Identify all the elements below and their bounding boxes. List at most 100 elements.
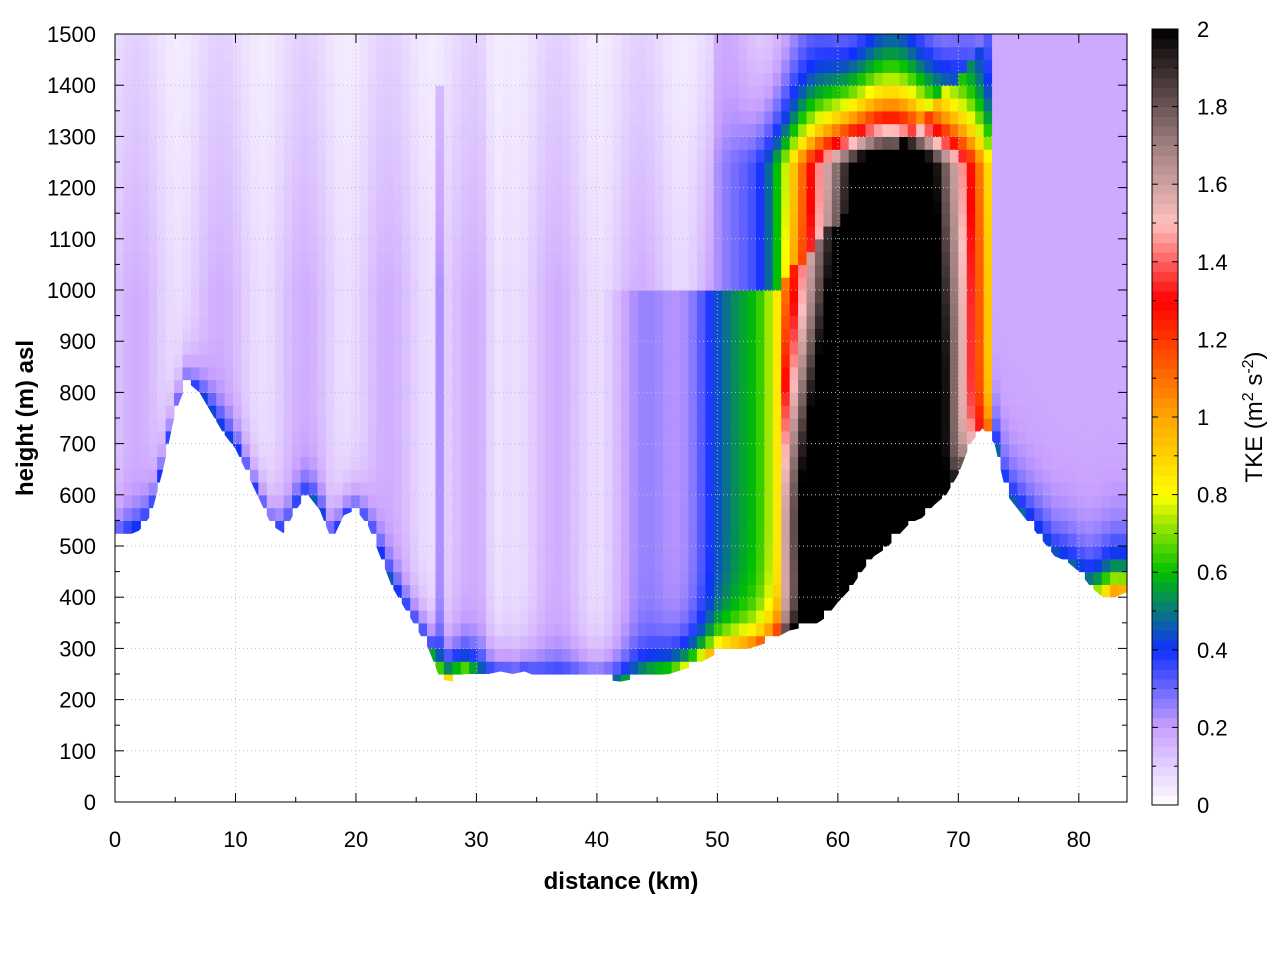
tke-cell xyxy=(351,174,361,189)
tke-cell xyxy=(680,661,690,675)
tke-cell xyxy=(494,46,504,61)
tke-cell xyxy=(443,187,453,201)
tke-cell xyxy=(823,110,833,125)
tke-cell xyxy=(477,443,487,457)
tke-cell xyxy=(941,200,951,214)
tke-cell xyxy=(595,392,605,406)
tke-cell xyxy=(325,290,335,304)
tke-cell xyxy=(654,571,664,585)
tke-cell xyxy=(730,533,740,547)
tke-cell xyxy=(1025,456,1035,470)
tke-cell xyxy=(814,174,824,189)
tke-cell xyxy=(907,341,917,355)
tke-cell xyxy=(359,46,369,61)
tke-cell xyxy=(393,354,403,368)
tke-cell xyxy=(131,379,141,393)
tke-cell xyxy=(789,392,799,406)
tke-cell xyxy=(342,405,352,419)
tke-cell xyxy=(604,622,614,637)
tke-cell xyxy=(1067,405,1077,419)
tke-cell xyxy=(722,635,732,649)
tke-cell xyxy=(359,366,369,381)
tke-cell xyxy=(249,162,259,176)
tke-cell xyxy=(696,610,706,624)
tke-cell xyxy=(123,430,133,445)
tke-cell xyxy=(621,366,631,381)
tke-cell xyxy=(207,72,217,86)
tke-cell xyxy=(249,200,259,214)
tke-cell xyxy=(536,200,546,214)
tke-cell xyxy=(545,328,555,342)
tke-cell xyxy=(435,584,445,598)
tke-cell xyxy=(1017,430,1027,445)
tke-cell xyxy=(570,520,580,534)
tke-cell xyxy=(688,264,698,278)
tke-cell xyxy=(941,174,951,189)
tke-cell xyxy=(831,366,841,381)
tke-cell xyxy=(368,341,378,355)
tke-cell xyxy=(874,520,884,534)
tke-cell xyxy=(621,110,631,125)
tke-cell xyxy=(1084,34,1094,48)
tke-cell xyxy=(410,187,420,201)
tke-cell xyxy=(233,123,243,137)
tke-cell xyxy=(1034,136,1044,150)
tke-cell xyxy=(680,430,690,445)
tke-cell xyxy=(789,315,799,329)
tke-cell xyxy=(249,418,259,432)
tke-cell xyxy=(1034,494,1044,509)
tke-cell xyxy=(722,226,732,240)
tke-cell xyxy=(148,328,158,342)
tke-cell xyxy=(1017,72,1027,86)
tke-cell xyxy=(494,405,504,419)
tke-cell xyxy=(857,123,867,137)
tke-cell xyxy=(595,648,605,662)
tke-cell xyxy=(789,85,799,99)
tke-cell xyxy=(874,533,884,547)
tke-cell xyxy=(882,136,892,150)
tke-cell xyxy=(1059,200,1069,214)
tke-cell xyxy=(1051,456,1061,470)
tke-cell xyxy=(486,571,496,585)
tke-cell xyxy=(941,226,951,240)
tke-cell xyxy=(663,405,673,419)
tke-cell xyxy=(536,85,546,99)
tke-cell xyxy=(637,238,647,253)
tke-cell xyxy=(747,558,757,573)
tke-cell xyxy=(629,251,639,265)
tke-cell xyxy=(814,520,824,534)
tke-cell xyxy=(874,213,884,227)
tke-cell xyxy=(680,59,690,73)
tke-cell xyxy=(410,264,420,278)
tke-cell xyxy=(1076,430,1086,445)
tke-cell xyxy=(688,366,698,381)
tke-cell xyxy=(1076,59,1086,73)
tke-cell xyxy=(671,661,681,675)
tke-cell xyxy=(983,149,993,163)
tke-cell xyxy=(739,482,749,496)
tke-cell xyxy=(781,34,791,48)
tke-cell xyxy=(663,482,673,496)
tke-cell xyxy=(578,520,588,534)
tke-cell xyxy=(182,187,192,201)
tke-cell xyxy=(469,494,479,509)
tke-cell xyxy=(1084,558,1094,573)
tke-cell xyxy=(131,98,141,112)
tke-cell xyxy=(1051,546,1061,560)
tke-cell xyxy=(561,494,571,509)
tke-cell xyxy=(115,72,125,86)
tke-cell xyxy=(764,622,774,637)
tke-cell xyxy=(140,136,150,150)
tke-cell xyxy=(646,661,656,675)
tke-cell xyxy=(1101,123,1111,137)
tke-cell xyxy=(123,34,133,48)
tke-cell xyxy=(578,354,588,368)
tke-cell xyxy=(595,494,605,509)
tke-cell xyxy=(933,226,943,240)
tke-cell xyxy=(469,520,479,534)
tke-cell xyxy=(443,226,453,240)
tke-cell xyxy=(368,418,378,432)
tke-cell xyxy=(199,59,209,73)
tke-cell xyxy=(477,392,487,406)
tke-cell xyxy=(604,213,614,227)
